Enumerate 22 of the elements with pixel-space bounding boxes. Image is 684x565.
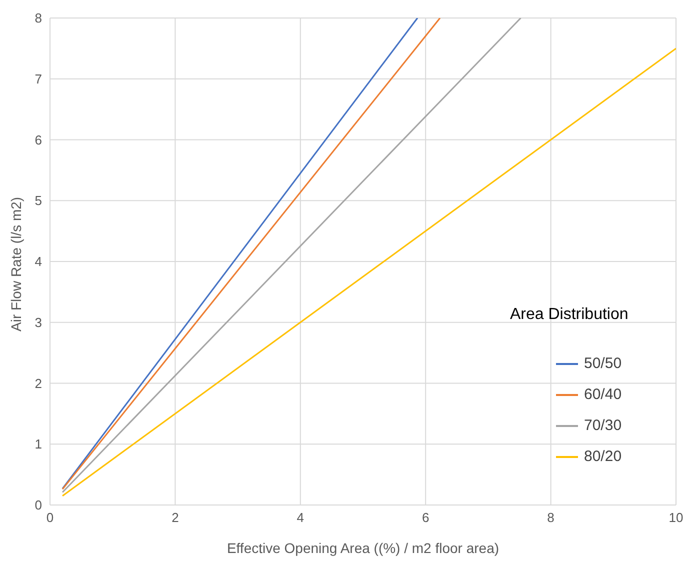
legend-label: 60/40 xyxy=(584,386,622,403)
x-tick-label: 2 xyxy=(172,510,179,526)
x-tick-label: 6 xyxy=(422,510,430,526)
y-tick-label: 6 xyxy=(34,132,42,148)
legend-label: 80/20 xyxy=(584,448,622,465)
y-tick-label: 2 xyxy=(34,376,42,391)
y-tick-label: 7 xyxy=(34,71,42,86)
legend-label: 70/30 xyxy=(584,417,622,434)
y-tick-label: 4 xyxy=(34,254,42,270)
x-axis-title: Effective Opening Area ((%) / m2 floor area) xyxy=(226,540,500,556)
legend-title: Area Distribution xyxy=(510,306,628,324)
x-tick-label: 10 xyxy=(668,510,684,526)
y-tick-label: 0 xyxy=(34,498,42,513)
x-tick-label: 8 xyxy=(547,510,554,526)
y-tick-label: 1 xyxy=(34,436,42,452)
y-tick-label: 8 xyxy=(34,10,42,26)
x-tick-label: 0 xyxy=(46,510,54,526)
y-axis-title: Air Flow Rate (l/s m2) xyxy=(8,196,24,332)
legend-label: 50/50 xyxy=(584,355,622,372)
y-tick-label: 5 xyxy=(34,193,42,208)
x-tick-label: 4 xyxy=(296,510,304,526)
y-tick-label: 3 xyxy=(34,314,42,330)
